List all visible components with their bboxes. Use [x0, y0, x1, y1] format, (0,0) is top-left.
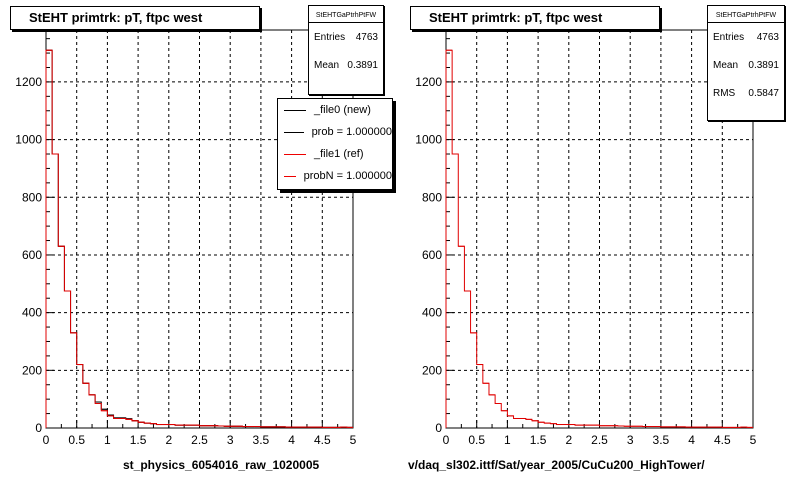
right-xlabel-4: 2 [565, 433, 572, 447]
legend-entry-file1: _file1 (ref) [278, 143, 392, 165]
left-mean-value: 0.3891 [347, 59, 378, 71]
right-stats-title: StEHTGaPtrhPtFW [708, 6, 784, 23]
right-xlabel-3: 1.5 [530, 433, 547, 447]
left-ylabel-0: 0 [35, 421, 42, 435]
right-file-label: v/daq_sl302.ittf/Sat/year_2005/CuCu200_H… [408, 458, 705, 472]
legend-entry-prob: prob = 1.000000 [278, 121, 392, 143]
legend-label-file0: _file0 (new) [314, 104, 371, 116]
left-histogram-svg: 0 0.5 1 1.5 2 2.5 3 3.5 4 4.5 5 0 200 400 600 800 1000 12… [15, 29, 357, 447]
left-stats-title: StEHTGaPtrhPtFW [309, 6, 383, 23]
left-xlabel-3: 1.5 [130, 433, 147, 447]
right-ylabel-3: 600 [422, 248, 442, 262]
left-stats-entries: Entries 4763 [314, 31, 378, 43]
right-xlabel-1: 0.5 [468, 433, 485, 447]
left-entries-value: 4763 [355, 31, 378, 43]
left-grid [46, 30, 353, 428]
right-stats-entries: Entries 4763 [713, 31, 779, 43]
right-histogram-svg: 0 0.5 1 1.5 2 2.5 3 3.5 4 4.5 5 0 200 400 600 800 1000 12… [415, 29, 757, 447]
left-xlabel-8: 4 [288, 433, 295, 447]
legend: _file0 (new) prob = 1.000000 _file1 (ref… [277, 98, 393, 190]
right-ylabel-0: 0 [435, 421, 442, 435]
right-xlabel-0: 0 [443, 433, 450, 447]
right-stats-box: StEHTGaPtrhPtFW Entries 4763 Mean 0.3891 R… [707, 5, 785, 121]
left-file-label: st_physics_6054016_raw_1020005 [123, 458, 320, 472]
right-xlabel-9: 4.5 [714, 433, 731, 447]
right-ylabel-4: 800 [422, 190, 442, 204]
left-xlabel-7: 3.5 [253, 433, 270, 447]
left-xlabel-4: 2 [165, 433, 172, 447]
left-xlabel-6: 3 [227, 433, 234, 447]
left-stats-mean: Mean 0.3891 [314, 59, 378, 71]
left-ylabel-1: 200 [22, 363, 42, 377]
right-stats-mean: Mean 0.3891 [713, 59, 779, 71]
right-rms-value: 0.5847 [748, 87, 779, 99]
left-title: StEHT primtrk: pT, ftpc west [10, 6, 260, 30]
left-ylabel-5: 1000 [15, 133, 42, 147]
right-ylabel-1: 200 [422, 363, 442, 377]
right-xlabel-10: 5 [750, 433, 757, 447]
left-xlabel-5: 2.5 [191, 433, 208, 447]
right-title: StEHT primtrk: pT, ftpc west [410, 6, 660, 30]
right-ylabel-5: 1000 [415, 133, 442, 147]
left-xlabel-0: 0 [43, 433, 50, 447]
right-histogram-pad: 0 0.5 1 1.5 2 2.5 3 3.5 4 4.5 5 0 200 400 600 800 1000 12… [400, 0, 800, 480]
right-entries-value: 4763 [756, 31, 779, 43]
right-mean-value: 0.3891 [748, 59, 779, 71]
legend-label-probn: probN = 1.000000 [303, 170, 392, 182]
left-ylabel-4: 800 [22, 190, 42, 204]
right-xlabel-5: 2.5 [591, 433, 608, 447]
legend-label-file1: _file1 (ref) [314, 148, 364, 160]
left-xlabel-9: 4.5 [314, 433, 331, 447]
right-xlabel-7: 3.5 [653, 433, 670, 447]
left-ylabel-2: 400 [22, 306, 42, 320]
right-xlabel-6: 3 [627, 433, 634, 447]
right-xlabel-8: 4 [688, 433, 695, 447]
right-ylabel-6: 1200 [415, 75, 442, 89]
left-histogram-pad: 0 0.5 1 1.5 2 2.5 3 3.5 4 4.5 5 0 200 400 600 800 1000 12… [10, 5, 393, 472]
left-xlabel-10: 5 [350, 433, 357, 447]
right-stats-rms: RMS 0.5847 [713, 87, 779, 99]
legend-entry-file0: _file0 (new) [278, 99, 392, 121]
left-xlabel-1: 0.5 [68, 433, 85, 447]
left-xlabel-2: 1 [104, 433, 111, 447]
legend-label-prob: prob = 1.000000 [311, 126, 392, 138]
left-ylabel-3: 600 [22, 248, 42, 262]
left-ylabel-6: 1200 [15, 75, 42, 89]
right-ylabel-2: 400 [422, 306, 442, 320]
left-stats-box: StEHTGaPtrhPtFW Entries 4763 Mean 0.3891 [308, 5, 384, 95]
right-xlabel-2: 1 [504, 433, 511, 447]
legend-entry-probn: probN = 1.000000 [278, 165, 392, 187]
